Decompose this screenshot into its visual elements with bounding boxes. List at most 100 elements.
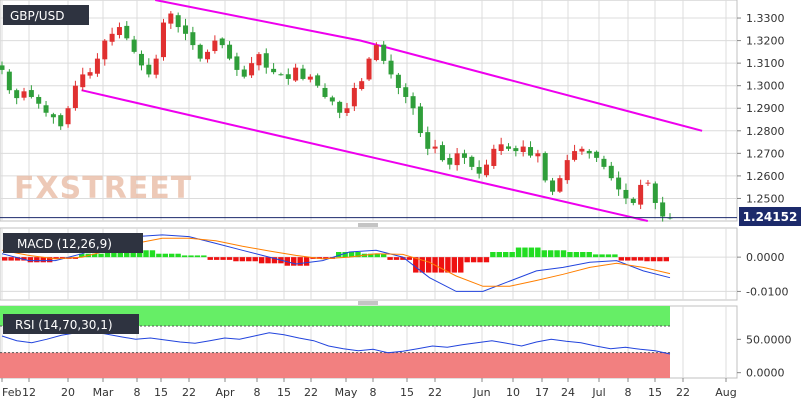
macd-histogram-bar — [535, 247, 541, 258]
macd-histogram-bar — [111, 250, 117, 258]
macd-histogram-bar — [586, 252, 592, 258]
macd-histogram-bar — [207, 257, 213, 260]
candle-body — [645, 182, 651, 184]
time-tick-label: 22 — [304, 386, 318, 399]
macd-histogram-bar — [413, 257, 419, 273]
macd-histogram-bar — [477, 257, 483, 263]
time-tick-label: 22 — [428, 386, 442, 399]
macd-histogram-bar — [136, 250, 143, 258]
candle-body — [469, 156, 475, 167]
candle-body — [72, 85, 78, 109]
candle-body — [249, 63, 255, 76]
macd-histogram-bar — [496, 252, 502, 258]
macd-tick-label: 0.0000 — [746, 251, 785, 264]
candle-body — [337, 101, 343, 113]
rsi-tick-label: 0.0000 — [746, 367, 785, 380]
macd-histogram-bar — [34, 257, 40, 263]
macd-histogram-bar — [246, 257, 252, 262]
price-tick-label: 1.2700 — [746, 147, 785, 160]
macd-histogram-bar — [53, 257, 59, 259]
panel-splitter-macd[interactable] — [358, 223, 378, 227]
macd-histogram-bar — [14, 257, 21, 261]
candle-body — [256, 54, 262, 66]
instrument-label: GBP/USD — [10, 9, 64, 23]
macd-histogram-bar — [162, 253, 168, 258]
candle-body — [315, 75, 321, 86]
macd-histogram-bar — [98, 253, 104, 258]
candle-body — [109, 33, 115, 42]
macd-histogram-bar — [291, 257, 297, 266]
macd-histogram-bar — [8, 257, 14, 261]
rsi-label-bg — [3, 314, 139, 334]
candle-body — [58, 115, 64, 127]
candle-body — [528, 147, 534, 156]
candle-body — [498, 144, 504, 151]
candle-body — [131, 39, 137, 52]
candle-body — [43, 105, 49, 113]
macd-histogram-bar — [637, 257, 644, 261]
time-tick-label: 15 — [648, 386, 662, 399]
candle-body — [160, 22, 166, 58]
candle-body — [241, 69, 247, 77]
macd-histogram-bar — [425, 257, 432, 273]
macd-histogram-bar — [400, 257, 406, 260]
candle-body — [359, 81, 365, 89]
candle-body — [351, 87, 357, 107]
candle-body — [124, 25, 130, 39]
macd-histogram-bar — [509, 252, 515, 258]
candle-body — [513, 148, 519, 152]
candle-body — [388, 60, 394, 75]
macd-histogram-bar — [657, 257, 663, 262]
time-tick-label: 22 — [676, 386, 690, 399]
macd-histogram-bar — [445, 257, 451, 273]
candle-body — [21, 91, 27, 98]
macd-histogram-bar — [258, 257, 265, 264]
candle-body — [146, 64, 152, 75]
time-tick-label: May — [335, 386, 358, 399]
macd-histogram-bar — [194, 255, 201, 258]
macd-histogram-bar — [239, 257, 246, 262]
candle-body — [506, 146, 512, 149]
macd-histogram-bar — [188, 255, 194, 258]
price-tick-label: 1.3100 — [746, 57, 785, 70]
time-tick-label: 8 — [625, 386, 632, 399]
macd-histogram-bar — [220, 257, 226, 260]
time-tick-label: Mar — [93, 386, 114, 399]
candle-body — [461, 153, 467, 158]
candle-body — [28, 90, 34, 97]
macd-histogram-bar — [560, 250, 567, 258]
macd-histogram-bar — [181, 255, 188, 258]
candle-body — [153, 58, 159, 75]
price-tick-label: 1.3200 — [746, 35, 785, 48]
time-tick-label: 24 — [561, 386, 575, 399]
macd-histogram-bar — [233, 257, 239, 262]
time-tick-label: 15 — [154, 386, 168, 399]
time-tick-label: Feb — [2, 386, 21, 399]
candle-body — [395, 74, 401, 88]
last-price-value: 1.24152 — [743, 210, 798, 224]
macd-histogram-bar — [149, 250, 156, 258]
candle-body — [403, 87, 409, 97]
candle-body — [50, 114, 56, 118]
time-tick-label: 10 — [506, 386, 520, 399]
candle-body — [594, 151, 600, 158]
candle-body — [175, 15, 181, 28]
panel-splitter-rsi[interactable] — [358, 301, 378, 305]
macd-histogram-bar — [573, 252, 580, 258]
candle-body — [300, 68, 306, 79]
candle-body — [36, 96, 42, 104]
candle-body — [0, 65, 5, 70]
macd-histogram-bar — [580, 252, 586, 258]
macd-histogram-bar — [355, 252, 361, 258]
macd-histogram-bar — [387, 257, 393, 260]
time-tick-label: 22 — [182, 386, 196, 399]
candle-body — [439, 145, 445, 161]
candle-body — [138, 53, 144, 66]
candle-body — [550, 180, 556, 192]
candle-body — [307, 76, 313, 80]
macd-histogram-bar — [21, 257, 27, 261]
macd-histogram-bar — [547, 250, 554, 258]
candle-body — [608, 165, 614, 179]
candle-body — [447, 157, 453, 165]
candle-body — [491, 148, 497, 166]
